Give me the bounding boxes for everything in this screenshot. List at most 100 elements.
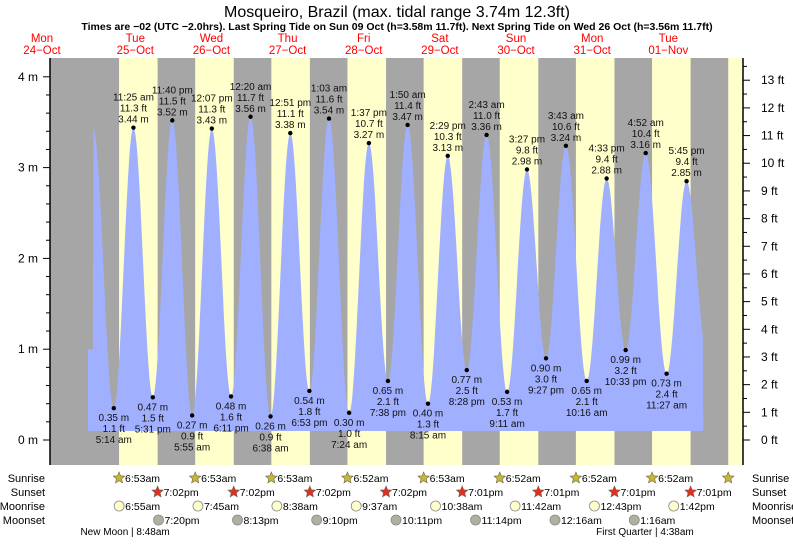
high-tide-m: 3.44 m: [118, 115, 149, 126]
high-tide-ft: 10.7 ft: [355, 119, 383, 130]
sunrise-time: 6:53am: [277, 473, 312, 485]
low-tide-m: 0.65 m: [571, 386, 602, 397]
astro-table: Sunrise Sunrise 6:53am 6:53am 6:53am 6:52am 6:…: [0, 471, 793, 538]
low-tide-point: [268, 414, 273, 419]
low-tide-point: [346, 410, 352, 415]
sunset-row-label-right: Sunset: [752, 487, 786, 499]
moonset-time: 11:14pm: [482, 515, 522, 527]
low-tide-m: 0.35 m: [99, 413, 130, 424]
day-of-week: Sat: [431, 33, 449, 45]
day-of-week: Thu: [278, 33, 298, 45]
high-tide-time: 12:07 pm: [191, 94, 233, 105]
high-tide-time: 1:50 am: [390, 90, 426, 101]
moonrise-time: 10:38am: [442, 501, 483, 513]
high-tide-time: 11:25 am: [113, 93, 154, 104]
high-tide-ft: 11.0 ft: [473, 111, 500, 122]
high-tide-point: [643, 150, 648, 156]
low-tide-ft: 1.1 ft: [103, 424, 125, 435]
moonrise-icon: [113, 500, 125, 512]
right-tick-label: 10 ft: [761, 156, 785, 170]
sunrise-icon: [417, 471, 431, 484]
moonrise-icon: [430, 500, 441, 512]
sunrise-time: 6:52am: [582, 473, 617, 485]
low-tide-ft: 2.5 ft: [456, 386, 478, 397]
high-tide-time: 1:37 pm: [351, 108, 387, 119]
moonrise-icon: [589, 500, 600, 512]
left-tick-label: 2 m: [18, 251, 38, 265]
low-tide-point: [425, 401, 431, 406]
moonrise-time: 8:38am: [283, 501, 318, 513]
chart-subtitle: Times are −02 (UTC −2.0hrs). Last Spring…: [81, 21, 712, 33]
right-tick-label: 12 ft: [761, 101, 785, 115]
right-tick-label: 3 ft: [761, 350, 778, 364]
low-tide-point: [464, 367, 469, 373]
low-tide-ft: 3.2 ft: [615, 366, 637, 377]
moonset-icon: [311, 514, 323, 526]
moonset-icon: [153, 514, 164, 526]
day-band: [728, 58, 743, 465]
low-tide-time: 5:31 pm: [135, 424, 171, 435]
sunset-icon: [531, 485, 545, 498]
moonset-row-label-right: Moonset: [752, 515, 793, 527]
sunset-time: 7:02pm: [392, 487, 427, 499]
low-tide-time: 10:33 pm: [605, 377, 647, 388]
day-of-week: Mon: [581, 33, 603, 45]
sunrise-time: 6:53am: [125, 473, 160, 485]
low-tide-m: 0.26 m: [255, 421, 286, 432]
right-tick-label: 5 ft: [761, 295, 778, 309]
moonrise-time: 12:43pm: [600, 501, 641, 513]
low-tide-time: 6:38 am: [252, 443, 288, 454]
sunset-row-label: Sunset: [11, 487, 45, 499]
low-tide-point: [623, 347, 628, 353]
moonrise-row-label-right: Moonrise: [752, 501, 793, 513]
low-tide-m: 0.27 m: [177, 420, 208, 431]
high-tide-time: 12:20 am: [230, 82, 272, 93]
day-date: 29−Oct: [421, 45, 459, 57]
day-of-week: Wed: [200, 33, 223, 45]
low-tide-time: 6:11 pm: [213, 423, 248, 434]
high-tide-m: 2.98 m: [512, 156, 543, 167]
right-tick-label: 4 ft: [761, 322, 778, 336]
high-tide-ft: 11.4 ft: [394, 101, 421, 112]
high-tide-ft: 11.3 ft: [120, 104, 147, 115]
low-tide-point: [504, 389, 510, 395]
day-of-week: Fri: [357, 33, 370, 45]
low-tide-ft: 0.9 ft: [181, 431, 203, 442]
moonrise-row-label: Moonrise: [0, 501, 45, 513]
low-tide-m: 0.48 m: [216, 401, 247, 412]
right-tick-label: 8 ft: [761, 212, 778, 226]
low-tide-time: 5:55 am: [174, 442, 210, 453]
low-tide-time: 9:11 am: [489, 419, 524, 430]
high-tide-point: [445, 153, 450, 158]
high-tide-point: [484, 132, 489, 138]
sunrise-time: 6:53am: [430, 473, 465, 485]
sunset-icon: [455, 485, 469, 498]
sunset-icon: [227, 485, 241, 498]
low-tide-m: 0.40 m: [413, 409, 444, 420]
high-tide-ft: 10.4 ft: [632, 129, 660, 140]
high-tide-point: [131, 125, 136, 130]
low-tide-m: 0.65 m: [373, 386, 404, 397]
low-tide-m: 0.54 m: [294, 396, 325, 407]
moonset-time: 7:20pm: [165, 515, 200, 527]
high-tide-m: 2.88 m: [591, 165, 622, 176]
sunrise-icon: [264, 471, 278, 484]
sunrise-icon: [569, 471, 583, 484]
high-tide-m: 3.43 m: [197, 116, 228, 127]
sunrise-row-label: Sunrise: [8, 473, 45, 485]
high-tide-time: 1:03 am: [311, 84, 347, 95]
high-tide-ft: 9.4 ft: [675, 157, 697, 168]
day-date: 26−Oct: [193, 45, 231, 57]
high-tide-point: [326, 116, 332, 121]
right-tick-label: 9 ft: [761, 184, 778, 198]
low-tide-time: 5:14 am: [96, 435, 132, 446]
low-tide-time: 10:16 am: [566, 408, 608, 419]
high-tide-m: 2.85 m: [671, 168, 702, 179]
sunset-time: 7:01pm: [697, 487, 732, 499]
left-tick-label: 4 m: [18, 70, 38, 84]
sunset-icon: [303, 485, 317, 498]
sunset-time: 7:02pm: [164, 487, 199, 499]
tide-curve: [87, 116, 704, 432]
sunset-time: 7:01pm: [468, 487, 503, 499]
